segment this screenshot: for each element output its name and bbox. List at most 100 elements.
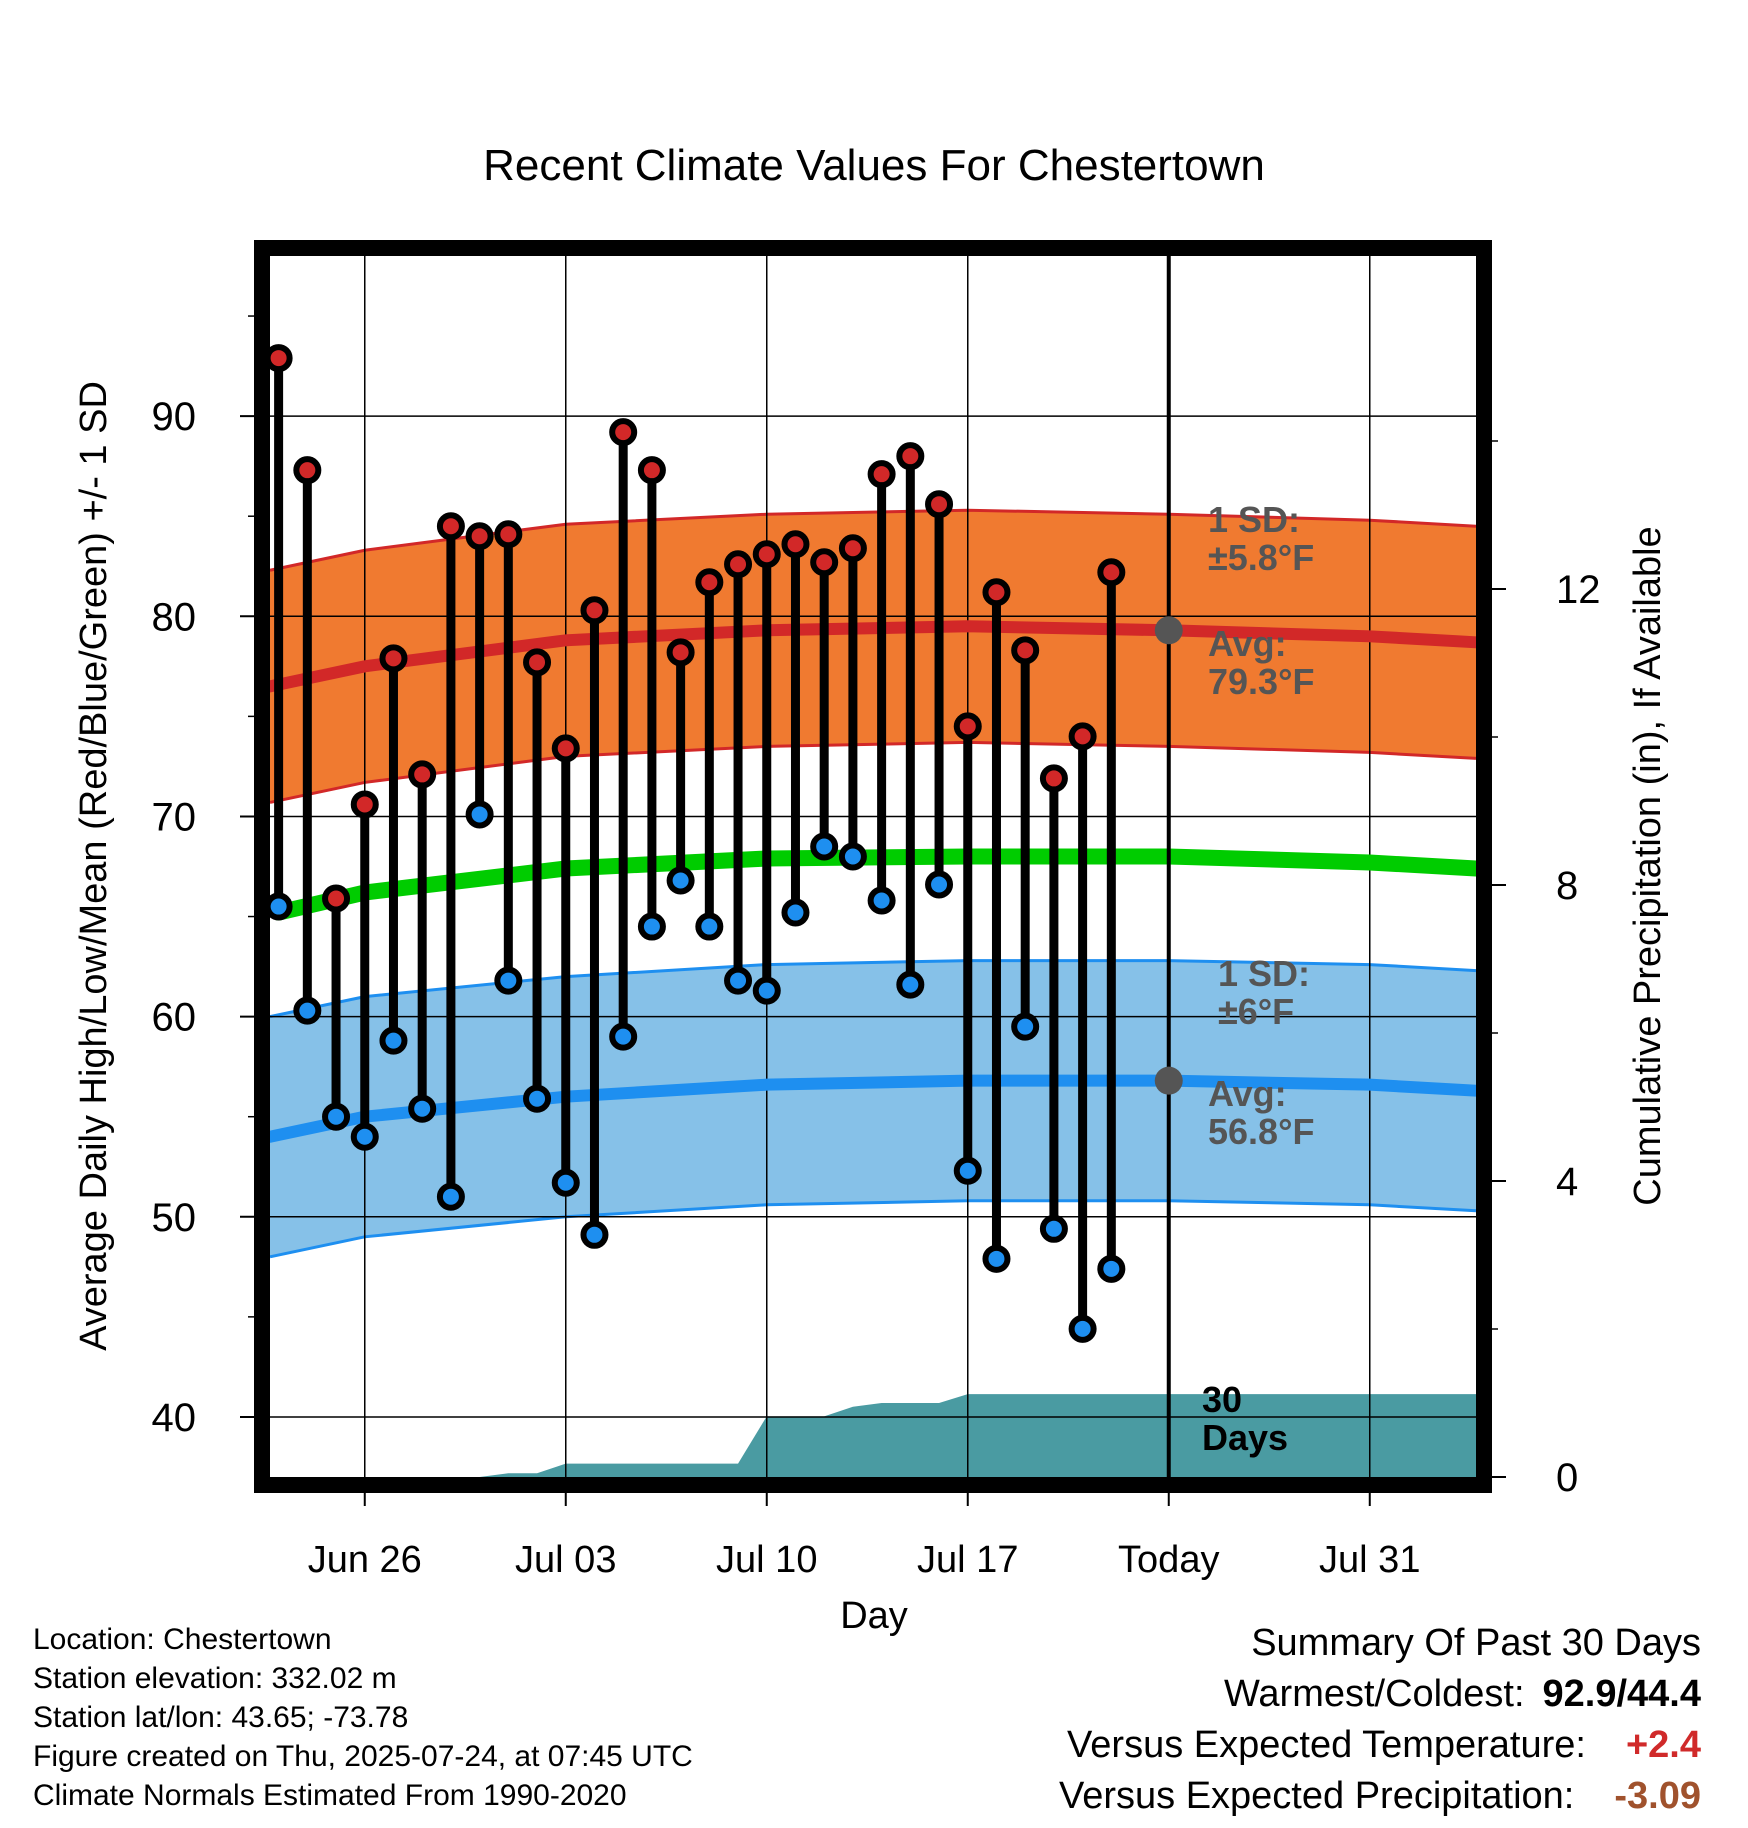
low-point (322, 1102, 351, 1131)
low-point (293, 996, 322, 1025)
low-point (580, 1220, 609, 1249)
low-point (982, 1244, 1011, 1273)
low-point (436, 1182, 465, 1211)
station-info: Location: Chestertown Station elevation:… (33, 1620, 693, 1815)
high-point (1068, 722, 1097, 751)
high-point (379, 644, 408, 673)
precip-fill (278, 1394, 1477, 1477)
precip-area (278, 1394, 1477, 1477)
high-point (666, 638, 695, 667)
chart-title: Recent Climate Values For Chestertown (483, 141, 1265, 190)
high-point (867, 460, 896, 489)
high-point (1097, 558, 1126, 587)
high-point (465, 522, 494, 551)
low-point (867, 886, 896, 915)
high-avg-label: Avg: 79.3°F (1208, 623, 1314, 702)
high-point (896, 442, 925, 471)
warmest-coldest-value: 92.9/44.4 (1542, 1673, 1701, 1715)
low-point (781, 898, 810, 927)
x-tick-label: Jul 31 (1319, 1539, 1420, 1581)
low-point (666, 866, 695, 895)
high-point (1011, 636, 1040, 665)
high-point (752, 540, 781, 569)
high-point (523, 648, 552, 677)
plot-frame (254, 240, 1492, 1493)
y-tick-label: 50 (152, 1196, 197, 1240)
location-line: Location: Chestertown (33, 1623, 332, 1656)
precip-value: -3.09 (1614, 1775, 1701, 1817)
temp-value: +2.4 (1625, 1724, 1701, 1766)
y-tick-label: 90 (152, 395, 197, 439)
temp-label: Versus Expected Temperature: (1067, 1724, 1586, 1766)
high-sd-band (270, 510, 1476, 803)
low-point (838, 842, 867, 871)
high-point (609, 418, 638, 447)
low-point (379, 1026, 408, 1055)
today-low-avg-marker (1154, 1066, 1183, 1095)
high-point (637, 456, 666, 485)
precip-label: Versus Expected Precipitation: (1058, 1775, 1575, 1817)
elevation-line: Station elevation: 332.02 m (33, 1662, 397, 1695)
low-point (465, 800, 494, 829)
normal-mean-line (270, 848, 1484, 921)
low-point (925, 870, 954, 899)
warmest-coldest-label: Warmest/Coldest: (1223, 1673, 1525, 1715)
y-tick-label: 70 (152, 795, 197, 839)
axes: Jun 26 Jul 03 Jul 10 Jul 17 Today Jul 3140506… (152, 315, 1601, 1581)
high-point (580, 596, 609, 625)
low-sd-band-upper-edge (269, 959, 1477, 1019)
low-point (264, 892, 293, 921)
summary-temp: Versus Expected Temperature: +2.4 (1059, 1720, 1701, 1771)
low-point (1011, 1012, 1040, 1041)
high-point (350, 790, 379, 819)
high-point (408, 760, 437, 789)
high-point (264, 344, 293, 373)
y2-tick-label: 0 (1556, 1456, 1578, 1500)
summary-title: Summary Of Past 30 Days (1251, 1622, 1701, 1664)
annotations: 1 SD: ±5.8°F Avg: 79.3°F 1 SD: ±6°F Avg: 56.8°F… (1154, 499, 1314, 1458)
y2-tick-label: 4 (1556, 1160, 1578, 1204)
y2-tick-label: 12 (1556, 568, 1601, 612)
today-high-avg-marker (1154, 616, 1183, 645)
high-point (810, 548, 839, 577)
y2-axis-label: Cumulative Precipitation (in), If Availa… (1627, 526, 1669, 1205)
low-point (896, 970, 925, 999)
high-point (925, 490, 954, 519)
x-tick-label: Jun 26 (308, 1539, 422, 1581)
low-point (695, 912, 724, 941)
low-point (494, 966, 523, 995)
high-point (724, 550, 753, 579)
low-point (1068, 1314, 1097, 1343)
y-axis-label: Average Daily High/Low/Mean (Red/Blue/Gr… (73, 381, 115, 1351)
y-tick-label: 60 (152, 996, 197, 1040)
y2-tick-label: 8 (1556, 864, 1578, 908)
low-point (523, 1084, 552, 1113)
summary-panel: Summary Of Past 30 Days Warmest/Coldest:… (1059, 1618, 1701, 1822)
low-point (408, 1094, 437, 1123)
high-point (293, 456, 322, 485)
latlon-line: Station lat/lon: 43.65; -73.78 (33, 1701, 409, 1734)
low-sd-band-lower-edge (269, 1199, 1477, 1259)
y-tick-label: 40 (152, 1396, 197, 1440)
high-point (494, 520, 523, 549)
high-point (1039, 764, 1068, 793)
x-tick-label: Jul 10 (716, 1539, 817, 1581)
high-sd-band-lower-edge (269, 740, 1477, 804)
high-point (781, 530, 810, 559)
low-point (350, 1122, 379, 1151)
low-point (724, 966, 753, 995)
high-point (982, 578, 1011, 607)
normals-line: Climate Normals Estimated From 1990-2020 (33, 1779, 627, 1812)
high-point (551, 734, 580, 763)
x-tick-label: Today (1118, 1539, 1219, 1581)
low-point (551, 1168, 580, 1197)
high-sd-band-upper-edge (269, 508, 1477, 572)
low-point (637, 912, 666, 941)
summary-warmest-coldest: Warmest/Coldest: 92.9/44.4 (1059, 1669, 1701, 1720)
high-point (953, 712, 982, 741)
high-point (322, 884, 351, 913)
created-line: Figure created on Thu, 2025-07-24, at 07… (33, 1740, 693, 1773)
daily-range-stems (274, 358, 1116, 1329)
low-point (953, 1156, 982, 1185)
